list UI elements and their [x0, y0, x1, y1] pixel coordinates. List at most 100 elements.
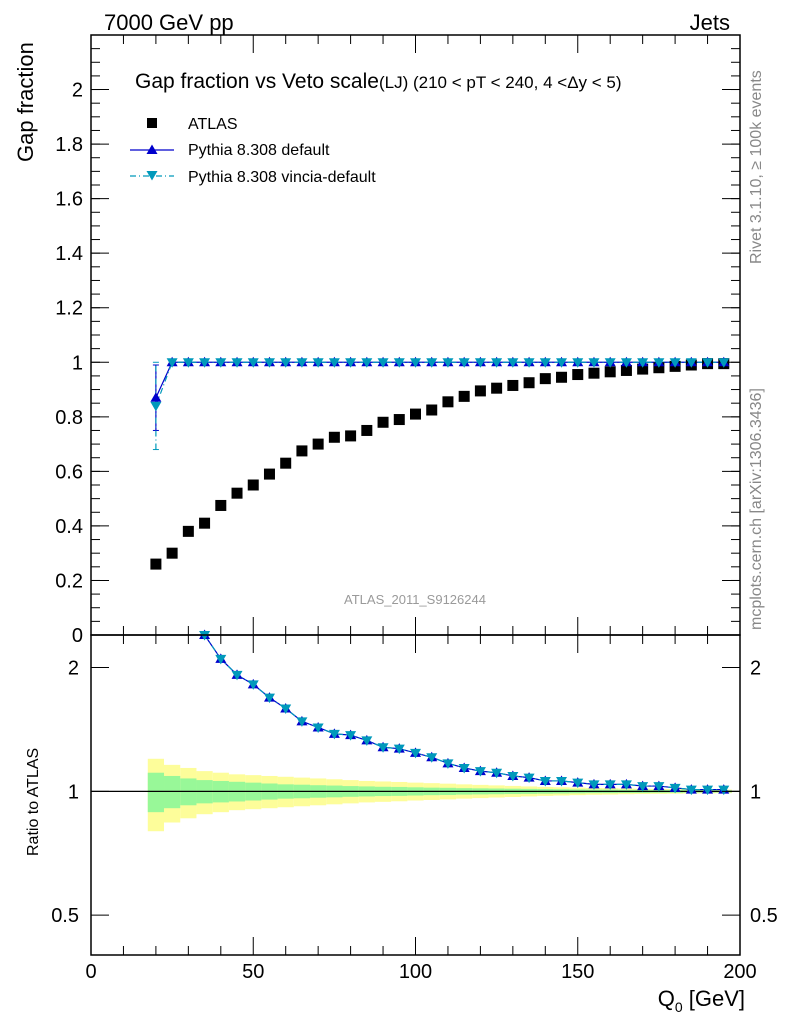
- ratio-vincia-point: [393, 744, 405, 755]
- pythia-default-point: [150, 392, 162, 402]
- main-y-tick-label: 2: [72, 80, 83, 102]
- pythia-vincia-point: [199, 358, 211, 368]
- ratio-band-inner: [164, 775, 181, 809]
- ratio-vincia-point: [263, 693, 275, 704]
- pythia-vincia-point: [572, 358, 584, 368]
- ratio-vincia-point: [572, 778, 584, 789]
- atlas-point: [539, 373, 551, 385]
- main-y-tick-label: 0.2: [55, 570, 83, 592]
- pythia-vincia-point: [702, 358, 714, 368]
- mcplots-label: mcplots.cern.ch [arXiv:1306.3436]: [748, 388, 765, 630]
- atlas-point: [263, 468, 275, 480]
- ratio-x-tick-label: 0: [85, 961, 96, 983]
- atlas-point: [556, 371, 568, 383]
- pythia-vincia-point: [263, 358, 275, 368]
- atlas-point: [296, 445, 308, 457]
- pythia-vincia-point: [507, 358, 519, 368]
- legend-marker-vincia: [146, 171, 158, 181]
- ratio-vincia-point: [718, 785, 730, 796]
- ratio-vincia-point: [247, 680, 259, 690]
- main-title-sub: (LJ) (210 < pT < 240, 4 <Δy < 5): [379, 73, 622, 92]
- main-y-tick-label: 1.8: [55, 134, 83, 156]
- pythia-vincia-point: [393, 358, 405, 368]
- ratio-vincia-point: [653, 782, 665, 792]
- ratio-vincia-point: [702, 785, 714, 796]
- pythia-vincia-point: [523, 358, 535, 368]
- legend-marker-atlas: [147, 118, 157, 128]
- atlas-point: [620, 364, 632, 376]
- main-data-layer: [150, 356, 730, 570]
- atlas-point: [588, 367, 600, 379]
- atlas-point: [150, 558, 162, 570]
- ratio-vincia-point: [539, 776, 551, 787]
- ratio-x-tick-label: 150: [561, 961, 594, 983]
- ratio-vincia-point: [523, 773, 535, 784]
- atlas-point: [442, 396, 454, 408]
- main-x-ticks: [90, 35, 741, 635]
- legend: ATLAS Pythia 8.308 default Pythia 8.308 …: [130, 116, 376, 186]
- ratio-vincia-point: [588, 780, 600, 790]
- main-y-tick-label: 1.6: [55, 189, 83, 211]
- pythia-vincia-point: [604, 358, 616, 368]
- atlas-point: [312, 438, 324, 450]
- ratio-y-tick-label: 1: [68, 781, 79, 803]
- atlas-point: [474, 385, 486, 397]
- pythia-vincia-point: [215, 358, 227, 368]
- main-y-tick-label: 0.6: [55, 461, 83, 483]
- pythia-vincia-point: [231, 358, 243, 368]
- atlas-point: [604, 366, 616, 378]
- pythia-vincia-point: [653, 358, 665, 368]
- ratio-y-axis-label: Ratio to ATLAS: [25, 748, 42, 856]
- atlas-point: [458, 390, 470, 402]
- pythia-vincia-point: [685, 358, 697, 368]
- rivet-label: Rivet 3.1.10, ≥ 100k events: [748, 70, 765, 264]
- pythia-vincia-point: [442, 358, 454, 368]
- pythia-vincia-point: [669, 358, 681, 368]
- main-y-tick-label: 1.2: [55, 298, 83, 320]
- ratio-x-axis: 0 50 100 150 200: [85, 635, 757, 983]
- atlas-point: [182, 525, 194, 537]
- pythia-vincia-point: [345, 358, 357, 368]
- ratio-vincia-point: [556, 776, 568, 787]
- pythia-vincia-point: [556, 358, 568, 368]
- pythia-vincia-point: [166, 358, 178, 368]
- atlas-point: [215, 499, 227, 511]
- ratio-y-tick-label-right: 1: [750, 781, 761, 803]
- pythia-vincia-point: [474, 358, 486, 368]
- x-axis-label-subscript: 0: [675, 999, 683, 1015]
- atlas-point: [410, 408, 421, 420]
- ratio-y-tick-label-right: 2: [750, 658, 761, 680]
- ratio-data-layer: [199, 629, 730, 796]
- atlas-point: [491, 382, 503, 394]
- pythia-vincia-point: [426, 358, 438, 368]
- ratio-vincia-point: [215, 654, 227, 665]
- ratio-vincia-point: [491, 768, 503, 779]
- ratio-vincia-point: [361, 736, 373, 746]
- ratio-vincia-point: [410, 748, 421, 759]
- legend-label-default: Pythia 8.308 default: [188, 142, 330, 159]
- legend-marker-default: [146, 144, 158, 154]
- pythia-vincia-point: [588, 358, 600, 368]
- atlas-point: [523, 377, 535, 389]
- ratio-y-tick-label-right: 0.5: [750, 905, 778, 927]
- pythia-vincia-point: [328, 358, 340, 368]
- ratio-vincia-point: [620, 780, 632, 790]
- ratio-vincia-point: [507, 771, 519, 782]
- atlas-point: [361, 424, 373, 436]
- ratio-x-tick-label: 100: [399, 961, 432, 983]
- main-plot-panel: 0 0.2 0.4 0.6 0.8 1 1.2 1.4 1.6 1.8 2 Gap fraction…: [13, 34, 741, 647]
- ratio-y-tick-label: 2: [68, 658, 79, 680]
- atlas-point: [393, 414, 405, 426]
- ratio-x-tick-label: 200: [723, 961, 756, 983]
- atlas-point: [166, 547, 178, 559]
- ratio-vincia-point: [377, 743, 389, 753]
- atlas-point: [247, 479, 259, 491]
- atlas-point: [377, 416, 389, 428]
- main-y-tick-label: 0: [72, 625, 83, 647]
- pythia-vincia-point: [280, 358, 292, 368]
- pythia-vincia-point: [312, 358, 324, 368]
- pythia-vincia-point: [377, 358, 389, 368]
- atlas-point: [199, 517, 211, 529]
- legend-label-vincia: Pythia 8.308 vincia-default: [188, 169, 376, 186]
- ratio-vincia-point: [328, 729, 340, 740]
